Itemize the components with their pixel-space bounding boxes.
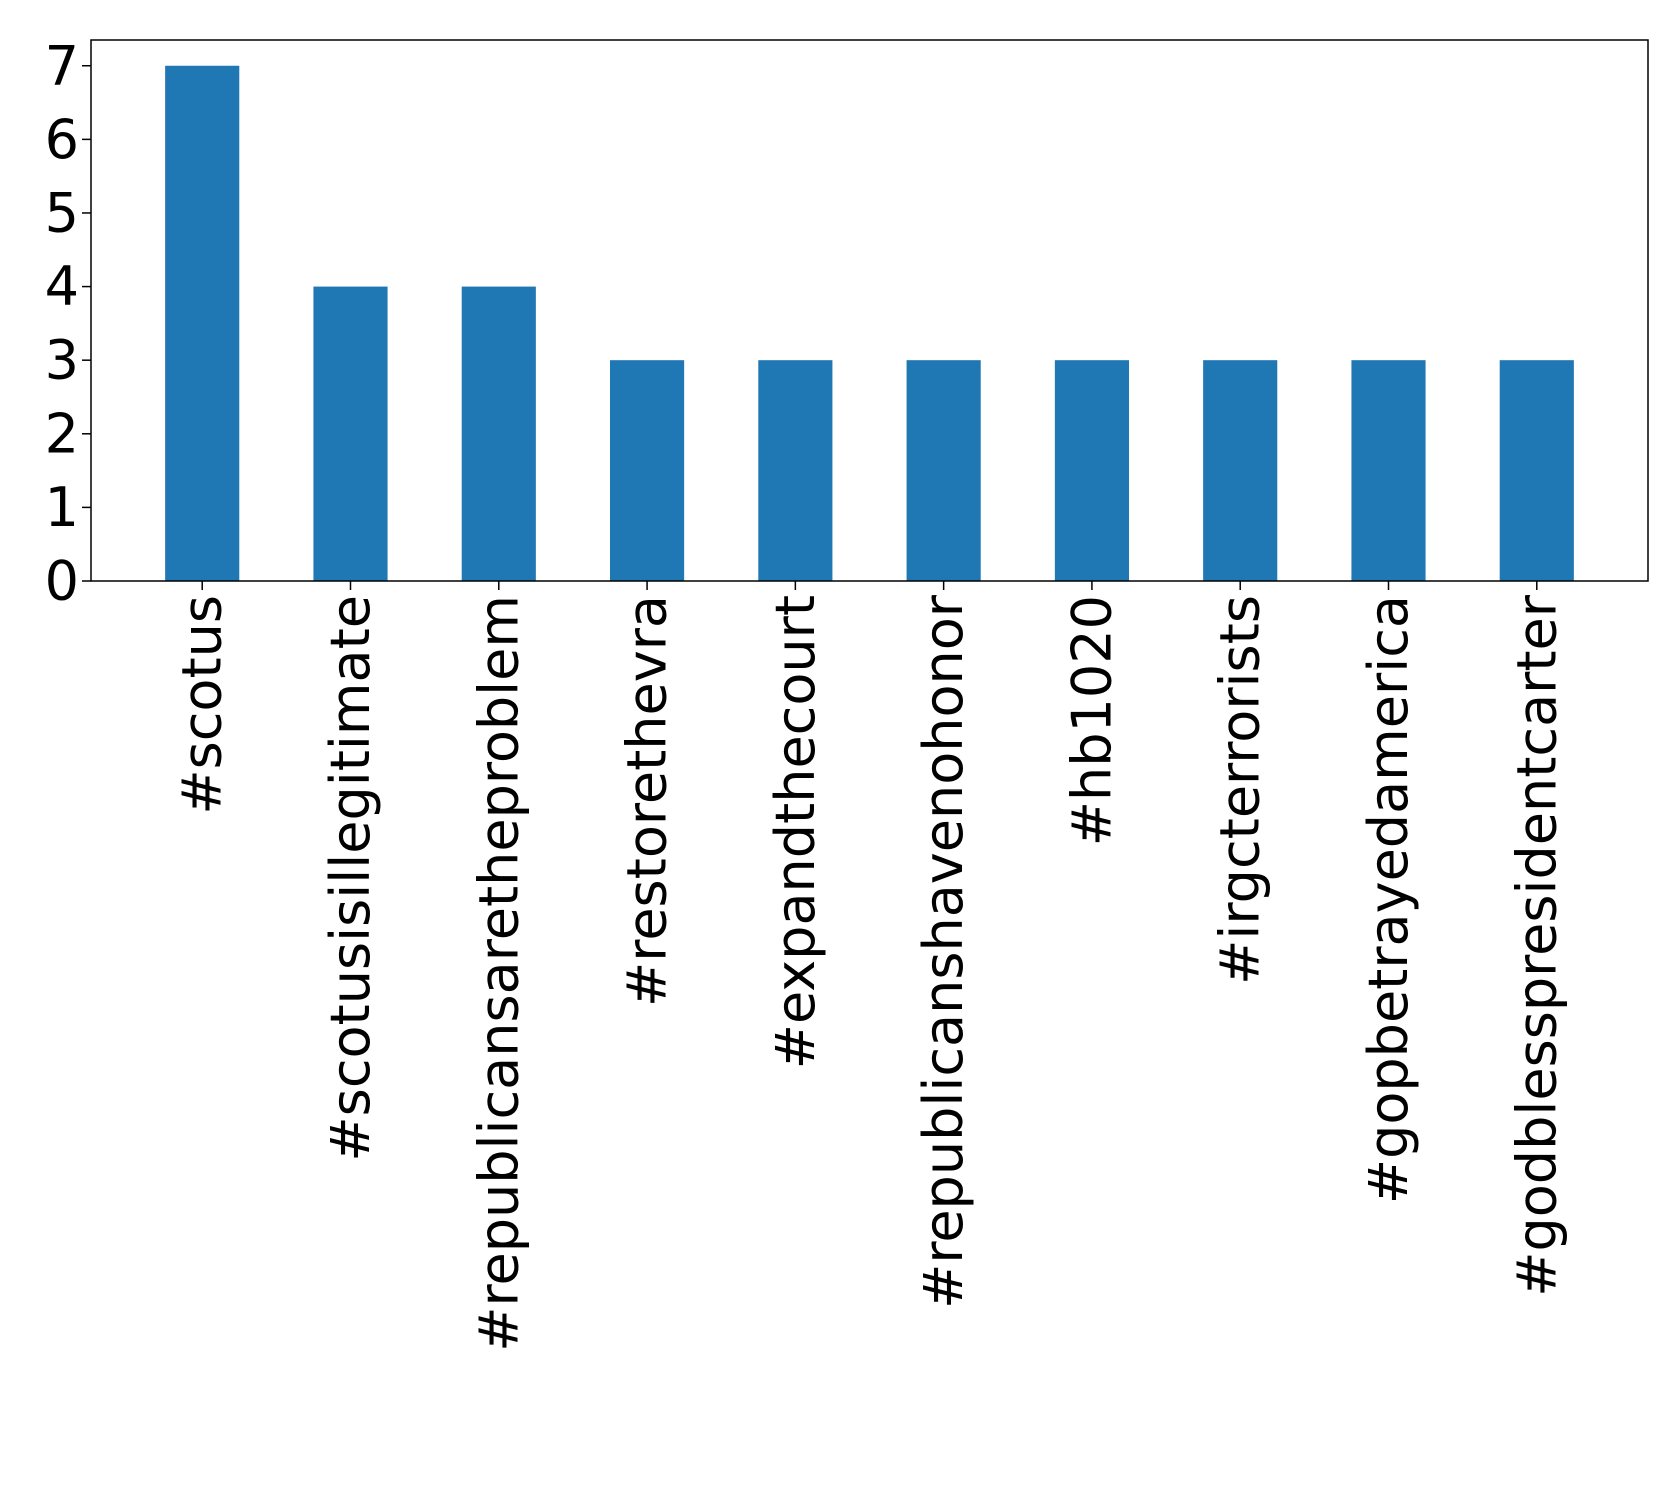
bar-scotusisillegitimate — [313, 286, 388, 581]
x-tick-label: #republicanshavenohonor — [912, 594, 975, 1309]
x-tick-label: #scotus — [171, 595, 234, 815]
bar-hb1020 — [1054, 360, 1129, 581]
x-tick-label: #hb1020 — [1060, 595, 1123, 846]
x-tick-label: #expandthecourt — [764, 595, 827, 1069]
bar-gopbetrayedamerica — [1351, 360, 1426, 581]
x-tick-label: #scotusisillegitimate — [319, 595, 382, 1162]
bar-scotus — [165, 65, 240, 581]
y-tick-label: 2 — [45, 402, 79, 465]
bar-republicansaretheproblem — [461, 286, 536, 581]
y-tick-label: 5 — [45, 181, 79, 244]
y-tick-label: 4 — [45, 255, 79, 318]
y-tick-label: 6 — [45, 108, 79, 171]
y-tick-label: 0 — [45, 550, 79, 613]
x-tick-label: #republicansaretheproblem — [467, 595, 530, 1352]
y-tick-label: 3 — [45, 329, 79, 392]
bar-godblesspresidentcarter — [1499, 360, 1574, 581]
x-tick-label: #gopbetrayedamerica — [1357, 595, 1420, 1204]
x-axis: #scotus #scotusisillegitimate #republicans… — [171, 581, 1568, 1352]
x-tick-label: #irgcterrorists — [1209, 595, 1272, 985]
x-tick-label: #godblesspresidentcarter — [1505, 594, 1568, 1297]
y-axis: 0 1 2 3 4 5 6 7 — [45, 34, 91, 613]
y-tick-label: 1 — [45, 476, 79, 539]
bar-republicanshavenohonor — [906, 360, 981, 581]
plot-frame — [90, 39, 1649, 582]
x-tick-label: #restorethevra — [616, 595, 679, 1007]
bar-expandthecourt — [758, 360, 833, 581]
bar-irgcterrorists — [1203, 360, 1278, 581]
bar-restorethevra — [610, 360, 685, 581]
y-tick-label: 7 — [45, 34, 79, 97]
bars-layer — [165, 65, 1574, 581]
